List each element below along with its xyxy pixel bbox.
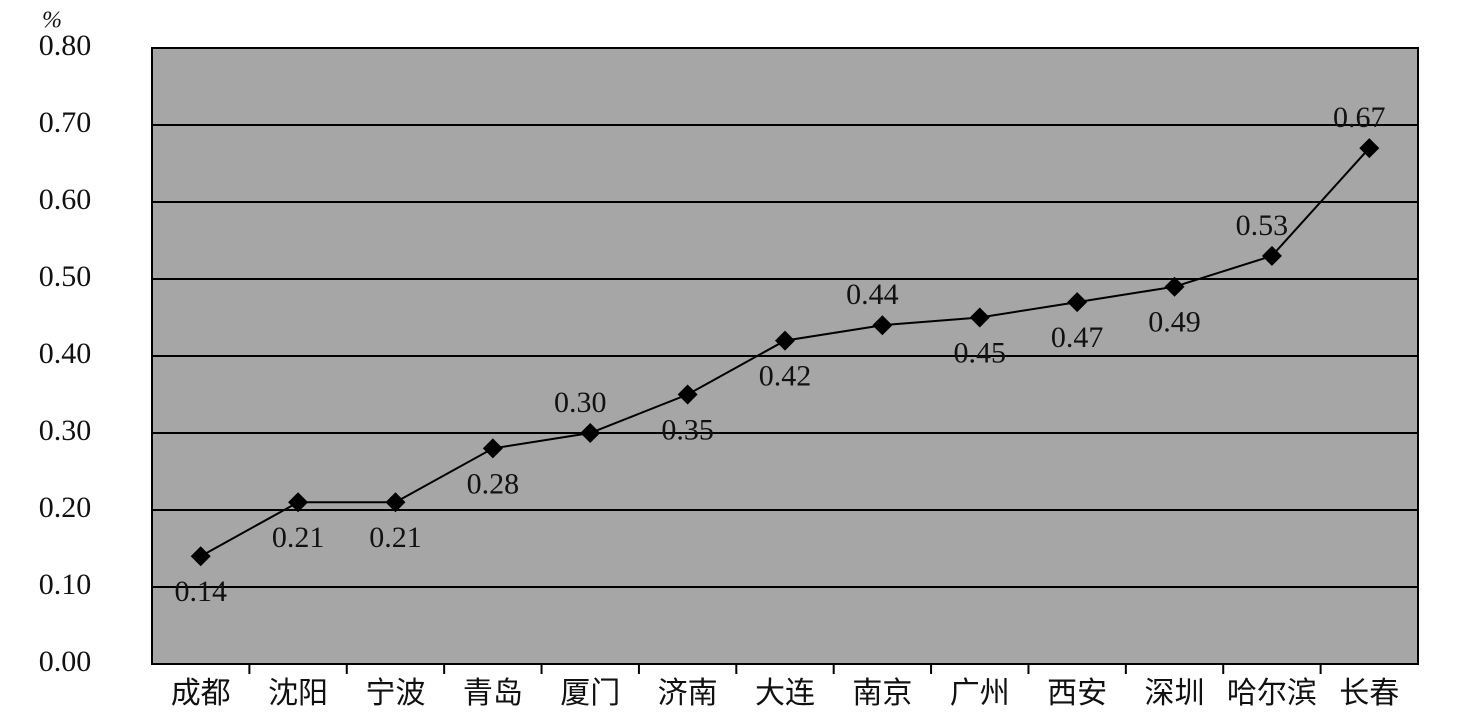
marker (1261, 245, 1282, 266)
marker (872, 315, 893, 336)
marker (580, 423, 601, 443)
data-label: 0.44 (846, 278, 899, 311)
marker (1067, 292, 1088, 313)
y-tick-label: 0.50 (39, 260, 92, 293)
data-label: 0.42 (759, 359, 812, 392)
x-tick-label: 深圳 (1145, 677, 1205, 710)
x-tick-label: 南京 (852, 677, 912, 710)
marker (775, 330, 795, 351)
data-label: 0.21 (369, 521, 422, 554)
y-tick-label: 0.10 (39, 568, 92, 601)
data-label: 0.14 (174, 575, 227, 608)
marker (677, 384, 698, 405)
y-tick-label: 0.30 (39, 414, 92, 447)
x-tick-label: 济南 (658, 677, 718, 710)
y-tick-label: 0.20 (39, 491, 92, 524)
x-tick-label: 成都 (171, 677, 231, 710)
marker (190, 546, 211, 567)
marker (288, 492, 309, 513)
y-tick-label: 0.60 (39, 183, 92, 216)
x-tick-label: 大连 (755, 677, 815, 710)
y-tick-label: 0.00 (39, 645, 92, 678)
marker (482, 438, 503, 459)
y-tick-label: 0.40 (39, 337, 92, 370)
data-label: 0.67 (1333, 101, 1386, 134)
x-tick-label: 沈阳 (268, 677, 328, 710)
x-tick-label: 哈尔滨 (1227, 677, 1317, 710)
data-label: 0.49 (1148, 306, 1201, 339)
marker (385, 492, 406, 513)
x-tick-label: 广州 (950, 677, 1010, 710)
marker (969, 307, 990, 328)
data-label: 0.45 (954, 336, 1007, 369)
marker (1359, 138, 1380, 159)
y-tick-label: 0.80 (39, 29, 92, 62)
x-tick-label: 青岛 (463, 677, 523, 710)
x-tick-label: 西安 (1047, 677, 1107, 710)
data-label: 0.35 (661, 413, 714, 446)
data-label: 0.21 (272, 521, 325, 554)
x-tick-label: 厦门 (560, 677, 620, 710)
x-tick-label: 长春 (1339, 677, 1399, 710)
y-axis-unit: % (42, 8, 62, 34)
data-label: 0.53 (1236, 209, 1289, 242)
x-tick-label: 宁波 (365, 677, 425, 710)
data-label: 0.28 (467, 467, 520, 500)
marker (1164, 276, 1185, 297)
data-label: 0.47 (1051, 321, 1104, 354)
data-label: 0.30 (554, 386, 607, 419)
y-tick-label: 0.70 (39, 106, 92, 139)
